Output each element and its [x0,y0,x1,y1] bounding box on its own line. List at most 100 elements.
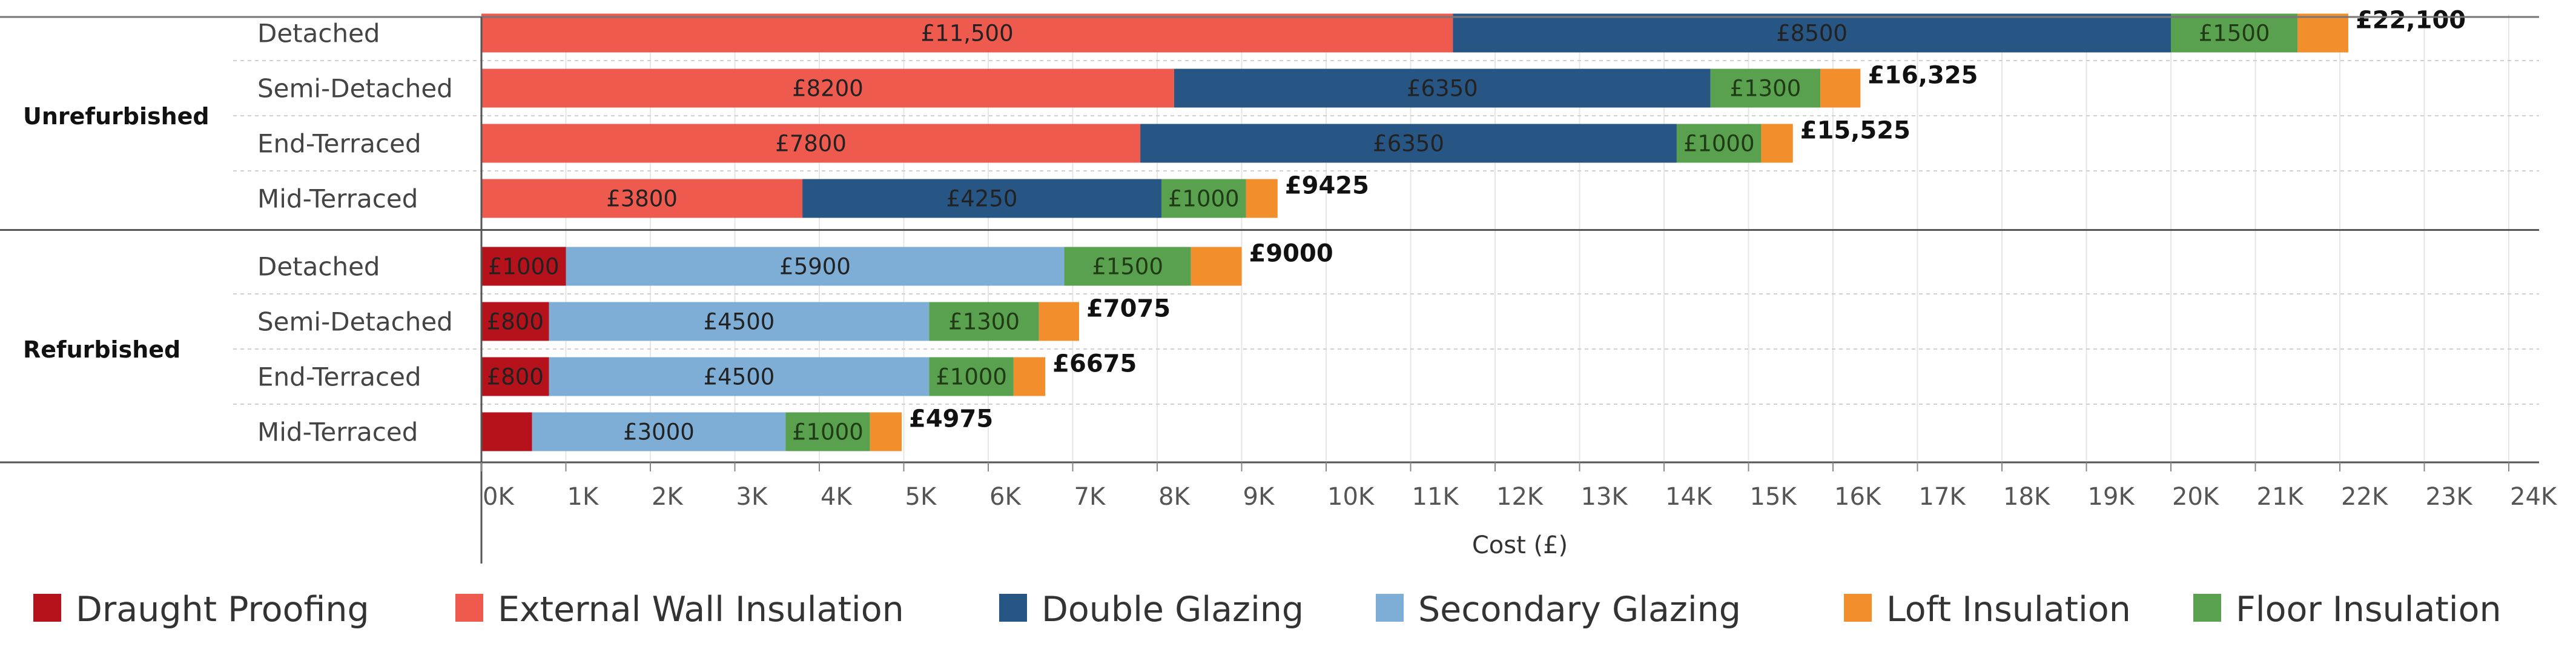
total-label: £9425 [1285,172,1369,200]
tick-label: 4K [821,483,853,511]
legend-label: Draught Proofing [76,590,369,630]
legend-swatch [1376,594,1404,622]
legend-label: Secondary Glazing [1418,590,1741,630]
legend-label: Loft Insulation [1886,590,2131,630]
legend-swatch [1844,594,1872,622]
bar-segment-draught-proofing [481,357,549,396]
category-label: Semi-Detached [257,74,453,104]
category-label: Detached [257,252,380,282]
segment-label: £4250 [946,186,1018,212]
bar-segment-double-glazing [1174,68,1711,108]
tick-label: 2K [652,483,684,511]
segment-label: £1000 [936,364,1007,390]
tick-label: 9K [1243,483,1275,511]
tick-label: 0K [483,483,515,511]
tick-label: 6K [989,483,1022,511]
tick-label: 11K [1412,483,1460,511]
total-label: £7075 [1086,295,1171,323]
segment-label: £1000 [488,254,560,280]
bar-segment-floor-insulation [1161,179,1246,218]
bar-segment-double-glazing [1453,13,2171,53]
segment-label: £8200 [792,76,864,102]
bar-segment-floor-insulation [1676,124,1762,163]
segment-label: £1500 [2199,21,2270,47]
bar-segment-draught-proofing [481,412,532,451]
bar-segment-loft-insulation [1039,302,1079,341]
segment-label: £6350 [1407,76,1478,102]
segment-label: £4500 [704,364,775,390]
group-label: Refurbished [23,336,180,363]
segment-label: £1000 [792,419,864,445]
legend-swatch [33,594,61,622]
legend-swatch [455,594,483,622]
category-label: Detached [257,19,380,48]
bar-segment-floor-insulation [785,412,870,451]
segment-label: £7800 [775,131,847,157]
tick-label: 12K [1496,483,1544,511]
segment-label: £11,500 [921,21,1014,47]
tick-label: 15K [1750,483,1798,511]
bar-segment-loft-insulation [1191,247,1242,286]
tick-label: 20K [2172,483,2220,511]
legend-label: Floor Insulation [2236,590,2502,630]
segment-label: £6350 [1373,131,1444,157]
bar-segment-external-wall-insulation [481,68,1174,108]
tick-label: 10K [1327,483,1375,511]
segment-label: £1000 [1168,186,1240,212]
bar-segment-loft-insulation [1761,124,1793,163]
segment-label: £800 [487,309,544,335]
legend-item-secondary-glazing: Secondary Glazing [1376,590,1741,630]
bar-segment-loft-insulation [870,412,902,451]
tick-label: 24K [2510,483,2558,511]
group-label: Unrefurbished [23,103,210,130]
tick-label: 3K [736,483,768,511]
category-label: Mid-Terraced [257,417,418,447]
tick-label: 18K [2003,483,2051,511]
tick-label: 5K [905,483,937,511]
legend-label: External Wall Insulation [498,590,904,630]
bar-segment-secondary-glazing [549,357,930,396]
legend-swatch [2193,594,2221,622]
bar-segment-secondary-glazing [532,412,786,451]
total-label: £9000 [1249,240,1333,268]
bar-segment-loft-insulation [1246,179,1278,218]
bar-segment-external-wall-insulation [481,179,803,218]
bar-segment-draught-proofing [481,302,549,341]
tick-label: 16K [1834,483,1882,511]
category-label: Semi-Detached [257,307,453,337]
bar-segment-double-glazing [802,179,1161,218]
total-label: £4975 [909,405,993,433]
legend-item-draught-proofing: Draught Proofing [33,590,369,630]
tick-label: 7K [1074,483,1106,511]
bar-segment-loft-insulation [1013,357,1046,396]
legend-item-external-wall-insulation: External Wall Insulation [455,590,904,630]
bar-segment-draught-proofing [481,247,566,286]
tick-label: 21K [2257,483,2305,511]
bar-segment-floor-insulation [929,357,1014,396]
segment-label: £1000 [1683,131,1755,157]
segment-label: £5900 [779,254,851,280]
segment-label: £1300 [948,309,1020,335]
legend-item-double-glazing: Double Glazing [999,590,1304,630]
tick-label: 23K [2426,483,2474,511]
segment-label: £4500 [704,309,775,335]
segment-label: £1500 [1092,254,1163,280]
bar-segment-external-wall-insulation [481,124,1141,163]
total-label: £16,325 [1868,62,1978,90]
category-label: Mid-Terraced [257,184,418,214]
x-axis-title: Cost (£) [1472,531,1568,559]
tick-label: 13K [1581,483,1629,511]
bar-segment-floor-insulation [1710,68,1821,108]
tick-label: 19K [2088,483,2136,511]
legend-item-loft-insulation: Loft Insulation [1844,590,2131,630]
tick-label: 14K [1665,483,1713,511]
category-label: End-Terraced [257,129,421,159]
category-label: End-Terraced [257,362,421,392]
total-label: £6675 [1052,350,1137,378]
tick-label: 1K [567,483,599,511]
bar-segment-loft-insulation [1820,68,1861,108]
segment-label: £3000 [623,419,695,445]
bar-segment-floor-insulation [2171,13,2298,53]
tick-label: 17K [1919,483,1967,511]
legend-label: Double Glazing [1042,590,1304,630]
